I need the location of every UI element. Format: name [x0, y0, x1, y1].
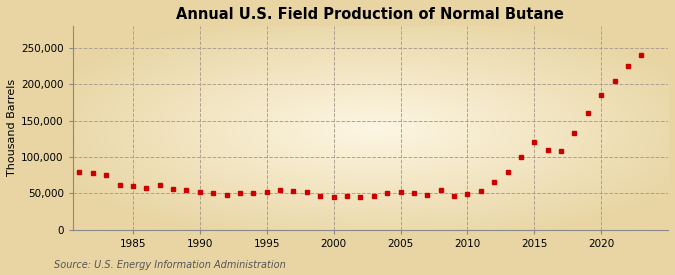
Title: Annual U.S. Field Production of Normal Butane: Annual U.S. Field Production of Normal B… — [176, 7, 564, 22]
Y-axis label: Thousand Barrels: Thousand Barrels — [7, 79, 17, 176]
Text: Source: U.S. Energy Information Administration: Source: U.S. Energy Information Administ… — [54, 260, 286, 270]
